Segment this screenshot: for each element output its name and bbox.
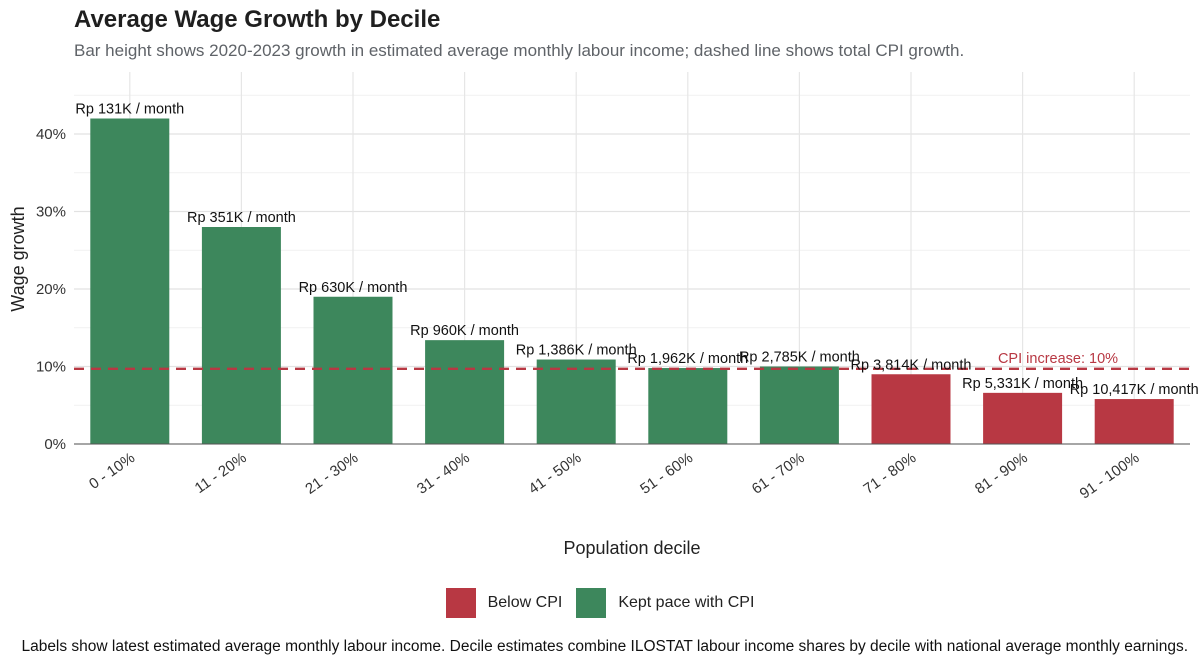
- bar-labels: Rp 131K / month Rp 351K / month Rp 630K / …: [75, 102, 1198, 399]
- x-axis: 0 - 10% 11 - 20% 21 - 30% 31 - 40% 41 - 50% 5…: [86, 449, 1143, 502]
- bars: [74, 118, 1190, 445]
- cpi-label: CPI increase: 10%: [998, 351, 1118, 367]
- y-tick-label: 0%: [44, 436, 66, 453]
- x-axis-title: Population decile: [563, 538, 700, 558]
- bar-value-label: Rp 5,331K / month: [962, 376, 1083, 392]
- bar: [983, 392, 1063, 444]
- bar: [425, 340, 505, 444]
- bar-value-label: Rp 630K / month: [299, 280, 408, 296]
- x-tick-label: 51 - 60%: [637, 449, 696, 497]
- bar-value-label: Rp 351K / month: [187, 210, 296, 226]
- bar: [759, 366, 839, 444]
- bar: [871, 374, 951, 444]
- chart-caption: Labels show latest estimated average mon…: [21, 638, 1188, 655]
- y-tick-label: 20%: [36, 281, 66, 298]
- bar-value-label: Rp 1,962K / month: [627, 351, 748, 367]
- bar: [90, 118, 170, 444]
- x-tick-label: 61 - 70%: [749, 449, 808, 497]
- x-tick-label: 81 - 90%: [972, 449, 1031, 497]
- bar: [648, 368, 728, 444]
- chart-subtitle: Bar height shows 2020-2023 growth in est…: [74, 41, 965, 60]
- x-tick-label: 71 - 80%: [860, 449, 919, 497]
- y-tick-label: 30%: [36, 204, 66, 221]
- legend-item-kept-pace: Kept pace with CPI: [576, 588, 754, 618]
- bar-value-label: Rp 131K / month: [75, 102, 184, 118]
- y-tick-label: 40%: [36, 126, 66, 143]
- bar-value-label: Rp 960K / month: [410, 323, 519, 339]
- legend-label-kept-pace: Kept pace with CPI: [618, 594, 755, 611]
- legend: Below CPI Kept pace with CPI: [0, 588, 1200, 618]
- bar: [201, 227, 281, 444]
- x-tick-label: 91 - 100%: [1077, 449, 1143, 502]
- x-tick-label: 41 - 50%: [526, 449, 585, 497]
- cpi-reference: CPI increase: 10%: [74, 351, 1190, 371]
- legend-item-below-cpi: Below CPI: [445, 588, 563, 618]
- bar-value-label: Rp 2,785K / month: [739, 350, 860, 366]
- bar: [1094, 399, 1174, 444]
- chart-title: Average Wage Growth by Decile: [74, 6, 441, 33]
- bar-value-label: Rp 3,814K / month: [851, 357, 972, 373]
- y-axis-title: Wage growth: [8, 206, 28, 311]
- legend-key-kept-pace: [576, 588, 607, 618]
- x-tick-label: 0 - 10%: [86, 449, 138, 493]
- x-tick-label: 11 - 20%: [192, 449, 250, 497]
- legend-key-below-cpi: [445, 588, 476, 618]
- legend-label-below-cpi: Below CPI: [487, 594, 563, 611]
- y-tick-label: 10%: [36, 359, 66, 376]
- bar: [313, 296, 393, 444]
- x-tick-label: 21 - 30%: [302, 449, 361, 497]
- bar-value-label: Rp 10,417K / month: [1070, 382, 1199, 398]
- x-tick-label: 31 - 40%: [414, 449, 473, 497]
- y-axis: 0% 10% 20% 30% 40%: [36, 126, 66, 453]
- bar-value-label: Rp 1,386K / month: [516, 343, 637, 359]
- bar: [536, 359, 616, 444]
